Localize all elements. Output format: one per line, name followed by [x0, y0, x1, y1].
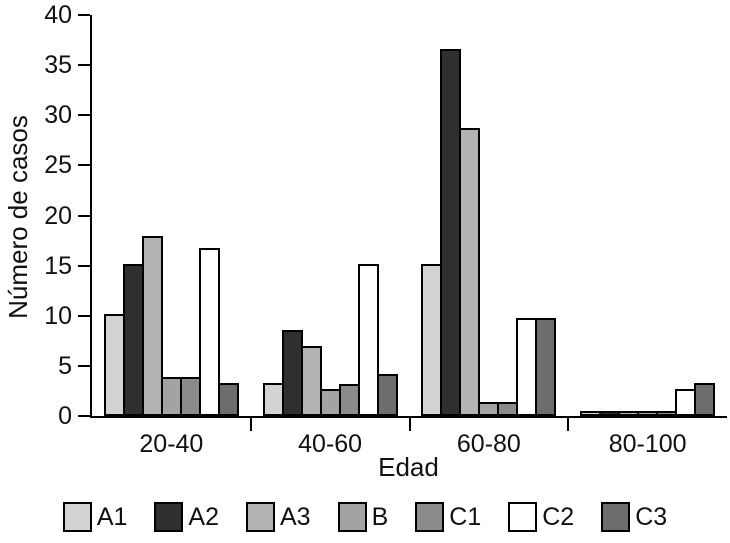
bar-C3-40-60 [376, 373, 398, 416]
bar-A3-80-100 [618, 411, 640, 416]
legend-swatch-B [337, 502, 367, 532]
y-axis-tick-label: 25 [44, 151, 72, 180]
y-axis-tick [78, 14, 90, 16]
bar-A2-20-40 [122, 263, 144, 416]
bar-A1-60-80 [421, 263, 443, 416]
bar-A3-40-60 [300, 345, 322, 416]
legend-swatch-A2 [154, 502, 184, 532]
legend-label: C2 [542, 503, 575, 531]
plot-area: 0 5 10 15 20 25 30 35 40 20-40 40-60 60-80 80-100 [44, 1, 727, 458]
y-axis-tick-label: 40 [44, 1, 72, 29]
legend-item-B: B [337, 502, 389, 532]
bar-C2-40-60 [357, 263, 379, 416]
y-axis-tick [78, 214, 90, 217]
y-axis-tick [78, 415, 90, 417]
x-axis-category-label: 20-40 [139, 430, 204, 458]
x-axis-category-label: 80-100 [608, 430, 687, 458]
y-axis-tick [78, 64, 90, 67]
bar-B-80-100 [637, 411, 659, 416]
y-axis-tick [78, 264, 90, 267]
y-axis-tick-label: 10 [44, 301, 72, 330]
legend-swatch-C1 [415, 502, 445, 532]
y-axis-tick-label: 15 [44, 251, 72, 280]
y-axis-tick-label: 20 [44, 201, 72, 230]
bar-C1-40-60 [338, 383, 360, 416]
bar-A2-60-80 [440, 49, 462, 416]
legend-swatch-A3 [246, 502, 275, 532]
bar-A2-40-60 [281, 329, 303, 416]
legend-item-A1: A1 [62, 502, 128, 532]
legend-label: A3 [280, 503, 311, 531]
y-axis-tick [78, 164, 90, 167]
y-axis-tick-label: 35 [44, 51, 72, 80]
legend-item-C2: C2 [508, 502, 574, 532]
y-axis-tick [78, 114, 90, 117]
y-axis-tick-label: 5 [58, 351, 72, 380]
y-axis-tick [78, 314, 90, 317]
legend-label: B [371, 503, 389, 531]
bar-A1-20-40 [103, 313, 125, 416]
x-axis-tick [567, 418, 570, 431]
legend-item-C1: C1 [415, 502, 481, 532]
bar-C3-60-80 [535, 317, 557, 416]
x-axis-tick [408, 418, 411, 431]
legend-label: C3 [635, 503, 668, 531]
x-axis-tick [249, 418, 252, 431]
bar-C2-20-40 [198, 247, 220, 416]
legend-item-C3: C3 [601, 502, 667, 532]
legend-label: A1 [96, 503, 128, 531]
x-axis-title: Edad [378, 452, 439, 482]
bar-A1-80-100 [580, 411, 602, 416]
bar-A1-40-60 [262, 382, 284, 416]
x-axis-category-label: 60-80 [456, 430, 521, 458]
x-axis-category-label: 40-60 [298, 430, 363, 458]
bar-B-40-60 [319, 388, 341, 416]
legend-swatch-A1 [62, 502, 92, 532]
bar-A3-60-80 [459, 128, 481, 416]
bar-B-60-80 [478, 401, 500, 416]
legend-swatch-C3 [601, 502, 631, 532]
legend: A1 A2 A3 B C1 C2 C3 [0, 502, 730, 532]
bar-C3-80-100 [694, 382, 716, 416]
y-axis-tick-label: 0 [58, 402, 72, 430]
legend-item-A2: A2 [154, 502, 219, 532]
bar-C1-80-100 [656, 411, 678, 416]
y-axis-tick-label: 30 [44, 101, 72, 130]
legend-item-A3: A3 [246, 502, 311, 532]
bar-B-20-40 [160, 376, 182, 416]
y-axis-tick [78, 364, 90, 367]
bar-A3-20-40 [141, 235, 163, 416]
bar-C3-20-40 [217, 382, 239, 416]
legend-label: A2 [188, 503, 219, 531]
legend-swatch-C2 [508, 502, 538, 532]
legend-label: C1 [449, 503, 482, 531]
bar-C1-20-40 [179, 376, 201, 416]
bar-C2-80-100 [675, 388, 697, 416]
bar-A2-80-100 [599, 411, 621, 416]
bar-C1-60-80 [497, 401, 519, 416]
bar-C2-60-80 [516, 317, 538, 416]
